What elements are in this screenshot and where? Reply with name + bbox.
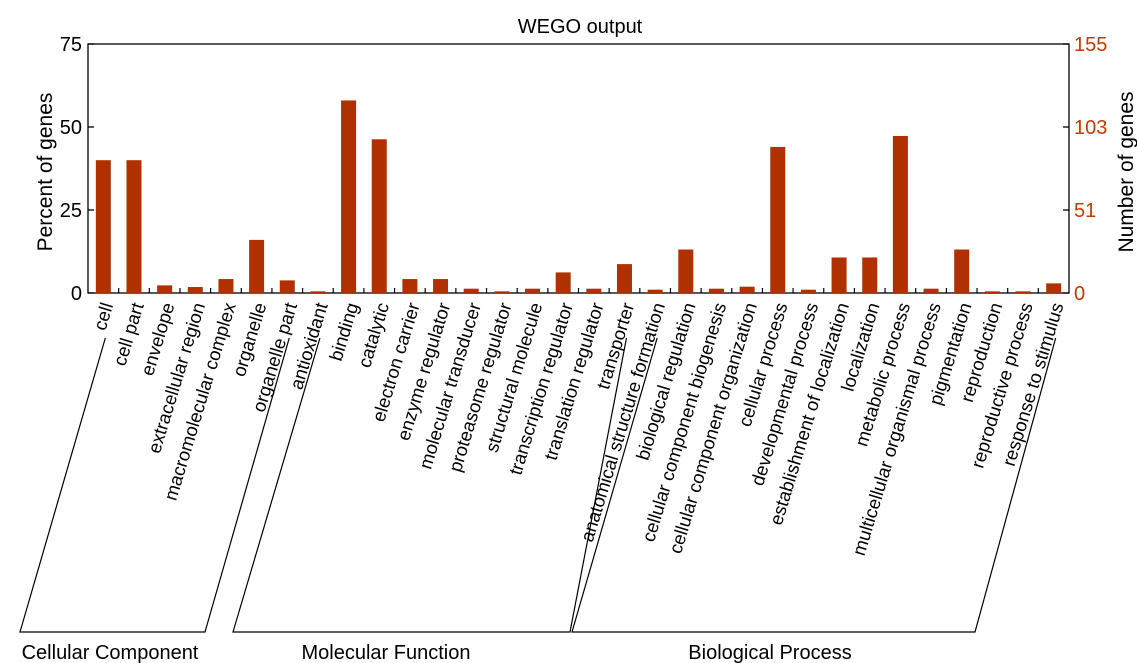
bar [157,285,173,293]
bar [126,160,142,293]
bar [800,289,816,293]
bar [433,279,449,293]
bar [923,288,939,293]
x-tick-label: cell [89,300,117,333]
bar [892,135,908,293]
bar [739,286,755,293]
bar [984,291,1000,293]
bars [95,100,1062,293]
right-tick-label: 51 [1074,200,1096,222]
bar [954,249,970,293]
bar [402,279,418,293]
y-axis-label-left: Percent of genes [34,93,57,252]
left-tick-label: 75 [60,34,82,56]
category-groups: Cellular Component Molecular Function Biol… [19,337,1057,663]
left-tick-label: 25 [60,200,82,222]
bar [647,289,663,293]
bar [310,291,326,293]
left-tick-label: 0 [71,283,82,305]
bar [555,272,571,293]
right-tick-label: 0 [1074,283,1085,305]
bar [678,249,694,293]
bar [1015,291,1031,293]
bar [341,100,357,293]
bar [1046,283,1062,293]
bar [187,287,203,293]
bar [770,146,786,293]
bar [371,139,387,293]
bar [279,280,295,293]
group-label: Molecular Function [302,642,471,663]
group-bracket [232,337,628,633]
bar [494,291,510,293]
right-tick-label: 103 [1074,117,1107,139]
bar [616,264,632,293]
bar [862,257,878,293]
bar [218,279,234,293]
bar [831,257,847,293]
bar [586,288,602,293]
x-axis-ticks [118,288,1039,293]
group-label: Biological Process [688,642,851,663]
bar [95,160,111,293]
chart-title: WEGO output [518,16,643,38]
bar [525,288,541,293]
group-bracket [571,337,1057,633]
bar [463,288,479,293]
bar [249,239,265,293]
plot-frame [87,43,1070,294]
plot-border [87,43,1070,294]
left-axis-ticks: 0 25 50 75 [60,34,94,305]
group-label: Cellular Component [22,642,199,663]
right-tick-label: 155 [1074,34,1107,56]
right-axis-ticks: 0 51 103 155 [1063,34,1107,305]
group-bracket [19,337,290,633]
left-tick-label: 50 [60,117,82,139]
bar [708,288,724,293]
y-axis-label-right: Number of genes [1115,91,1137,252]
